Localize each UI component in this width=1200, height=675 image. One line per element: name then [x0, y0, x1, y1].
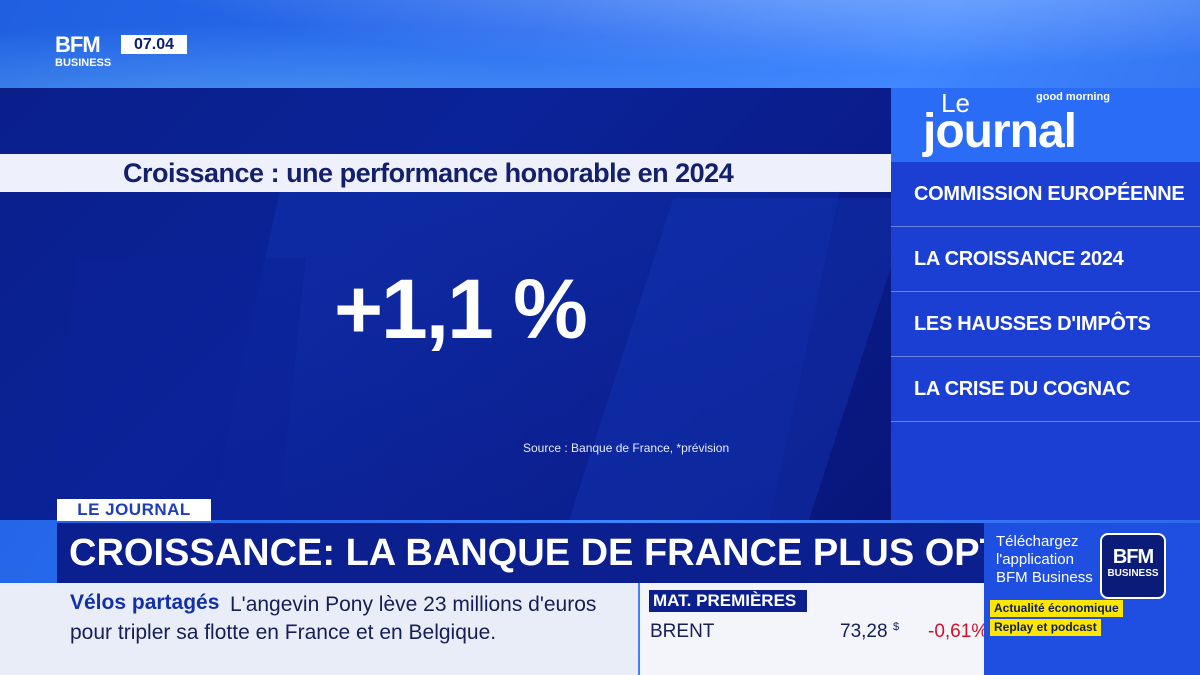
sidebar-item-label: COMMISSION EUROPÉENNE: [914, 183, 1185, 205]
show-logo: Le good morning journal: [891, 88, 1200, 162]
app-logo-top: BFM: [1112, 546, 1154, 568]
market-header-label: MAT. PREMIÈRES: [653, 591, 797, 610]
app-logo-bottom: BUSINESS: [1107, 568, 1159, 579]
promo-pill-replay: Replay et podcast: [990, 619, 1101, 636]
promo-pill-label: Actualité économique: [994, 601, 1119, 615]
show-logo-small: Le: [941, 88, 970, 118]
sidebar-item-label: LES HAUSSES D'IMPÔTS: [914, 313, 1151, 335]
promo-text: Téléchargez l'application BFM Business: [996, 533, 1093, 586]
market-price: 73,28: [840, 621, 888, 642]
main-graphic-panel: Croissance : une performance honorable e…: [0, 88, 891, 520]
promo-pill-label: Replay et podcast: [994, 620, 1097, 634]
market-name: BRENT: [650, 621, 715, 642]
lower-third-banner: CROISSANCE: LA BANQUE DE FRANCE PLUS OPT…: [57, 523, 1130, 583]
market-change: -0,61%: [928, 621, 989, 642]
ticker-text: L'angevin Pony lève 23 millions d'euros …: [70, 593, 597, 644]
source-note: Source : Banque de France, *prévision: [523, 441, 730, 455]
show-badge: good morning: [1036, 91, 1110, 103]
clock: 07.04: [121, 35, 187, 54]
lower-third-title: CROISSANCE: LA BANQUE DE FRANCE PLUS OPT…: [69, 532, 1130, 574]
market-header: MAT. PREMIÈRES: [649, 590, 807, 612]
headline-bar: Croissance : une performance honorable e…: [0, 154, 891, 192]
show-logo-big: journal: [923, 105, 1077, 158]
background-wave: [0, 0, 1200, 90]
app-logo-icon: BFM BUSINESS: [1100, 533, 1166, 599]
sidebar-item-impots: LES HAUSSES D'IMPÔTS: [891, 292, 1200, 357]
promo-pill-news: Actualité économique: [990, 600, 1123, 617]
section-tag-label: LE JOURNAL: [77, 500, 191, 519]
sidebar-item-label: LA CRISE DU COGNAC: [914, 378, 1131, 400]
app-promo: Téléchargez l'application BFM Business B…: [984, 523, 1200, 675]
background-shape: [44, 258, 306, 520]
market-unit: $: [893, 621, 900, 633]
market-ticker: MAT. PREMIÈRES BRENT 73,28 $ -0,61%: [640, 583, 988, 675]
logo-bfm-text: BFM: [55, 32, 101, 57]
growth-value: +1,1 %: [334, 262, 588, 356]
show-sidebar: Le good morning journal COMMISSION EUROP…: [891, 88, 1200, 520]
sidebar-item-croissance: LA CROISSANCE 2024: [891, 227, 1200, 292]
graphic-headline: Croissance : une performance honorable e…: [123, 158, 734, 188]
ticker-title: Vélos partagés: [70, 591, 220, 614]
section-tag: LE JOURNAL: [57, 499, 211, 521]
news-ticker: L'angevin Pony lève 23 millions d'euros …: [0, 583, 638, 675]
sidebar-item-label: LA CROISSANCE 2024: [914, 248, 1124, 270]
sidebar-item-commission: COMMISSION EUROPÉENNE: [891, 162, 1200, 227]
sidebar-item-cognac: LA CRISE DU COGNAC: [891, 357, 1200, 422]
logo-business-text: BUSINESS: [55, 57, 112, 69]
channel-logo: BFM BUSINESS: [55, 34, 120, 74]
